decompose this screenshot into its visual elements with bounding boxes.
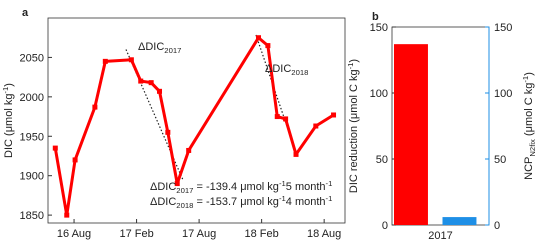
annotation-part: ΔDIC [138, 41, 164, 53]
data-point [138, 78, 144, 84]
y-tick-label: 1850 [20, 210, 44, 222]
data-point [92, 104, 98, 110]
data-point [313, 123, 319, 129]
y-tick-label: 1950 [20, 131, 44, 143]
annotation-note-part: = -153.7 μmol kg [193, 196, 279, 208]
y2-axis-label-part: -1 [521, 76, 530, 83]
data-point [52, 145, 58, 151]
x-tick-label: 16 Aug [57, 228, 91, 240]
x-tick-label: 18 Aug [307, 228, 341, 240]
annotation-note-part: -1 [326, 194, 333, 203]
annotation-note-part: ΔDIC [150, 196, 176, 208]
y2-tick-label: 50 [494, 154, 506, 166]
annotation-note: ΔDIC2017 = -139.4 μmol kg-15 month-1 [150, 179, 332, 195]
annotation-part: 2017 [164, 46, 181, 55]
y2-axis-label-part: (μmol C kg [523, 83, 535, 139]
annotation-note-part: = -139.4 μmol kg [193, 181, 279, 193]
annotation-note-part: -1 [279, 194, 286, 203]
annotation-note-part: 2018 [176, 201, 193, 210]
x-tick-label: 17 Aug [182, 228, 216, 240]
y2-axis-label-part: N [528, 151, 537, 157]
data-point [148, 80, 154, 86]
y2-axis-label-part: ) [523, 72, 535, 76]
plot-frame [47, 17, 346, 224]
y-tick-label: 2050 [20, 52, 44, 64]
y2-axis-label-part: fix [528, 139, 537, 147]
annotation: ΔDIC2018 [265, 63, 308, 77]
data-point [64, 212, 70, 218]
data-point [283, 116, 289, 122]
data-point [186, 147, 192, 153]
y2-tick-label: 150 [494, 22, 512, 34]
y-axis-label-part: -1 [346, 63, 355, 70]
y-axis-label-part: ) [3, 83, 15, 87]
bar [442, 217, 477, 225]
y2-axis-label: NCPN2fix (μmol C kg-1) [521, 72, 537, 180]
data-point [128, 57, 134, 63]
y2-axis-label-part: NCP [523, 157, 535, 180]
annotation-part: ΔDIC [265, 63, 291, 75]
data-point [102, 58, 108, 64]
annotation-note-part: 4 month [286, 196, 326, 208]
annotation-note-part: ΔDIC [150, 181, 176, 193]
panel-label: a [22, 7, 29, 19]
y2-tick-label: 100 [494, 88, 512, 100]
annotation: ΔDIC2017 [138, 41, 181, 55]
y-tick-label: 50 [376, 154, 388, 166]
data-point [331, 112, 337, 118]
y-axis-label-part: DIC (μmol kg [3, 94, 15, 158]
x-tick-label: 2017 [428, 230, 452, 242]
y-axis-label-part: -1 [1, 87, 10, 94]
y-tick-label: 2000 [20, 92, 44, 104]
y-tick-label: 1900 [20, 171, 44, 183]
data-point [293, 151, 299, 157]
x-tick-label: 17 Feb [119, 228, 153, 240]
annotation-part: 2018 [291, 68, 308, 77]
data-point [165, 129, 171, 135]
annotation-note-part: -1 [279, 179, 286, 188]
panel-label: b [372, 11, 379, 23]
trend-line [125, 49, 184, 181]
y-tick-label: 0 [382, 220, 388, 232]
y-tick-label: 100 [370, 88, 388, 100]
annotation-note-part: 2017 [176, 186, 193, 195]
y-axis-label: DIC reduction (μmol C kg-1) [346, 59, 360, 193]
y2-tick-label: 0 [494, 220, 500, 232]
data-point [157, 88, 163, 94]
data-point [256, 35, 262, 41]
y-axis-label-part: DIC reduction (μmol C kg [348, 69, 360, 193]
y-axis-label: DIC (μmol kg-1) [1, 83, 15, 158]
annotation-note-part: -1 [326, 179, 333, 188]
data-point [265, 43, 271, 49]
bar [394, 44, 428, 225]
data-point [274, 114, 280, 120]
y-tick-label: 150 [370, 22, 388, 34]
data-point [72, 157, 78, 163]
y2-axis-label-part: 2 [528, 147, 537, 151]
y-axis-label-part: ) [348, 59, 360, 63]
annotation-note: ΔDIC2018 = -153.7 μmol kg-14 month-1 [150, 194, 332, 210]
annotation-note-part: 5 month [286, 181, 326, 193]
x-tick-label: 18 Feb [245, 228, 279, 240]
data-point [174, 181, 180, 187]
